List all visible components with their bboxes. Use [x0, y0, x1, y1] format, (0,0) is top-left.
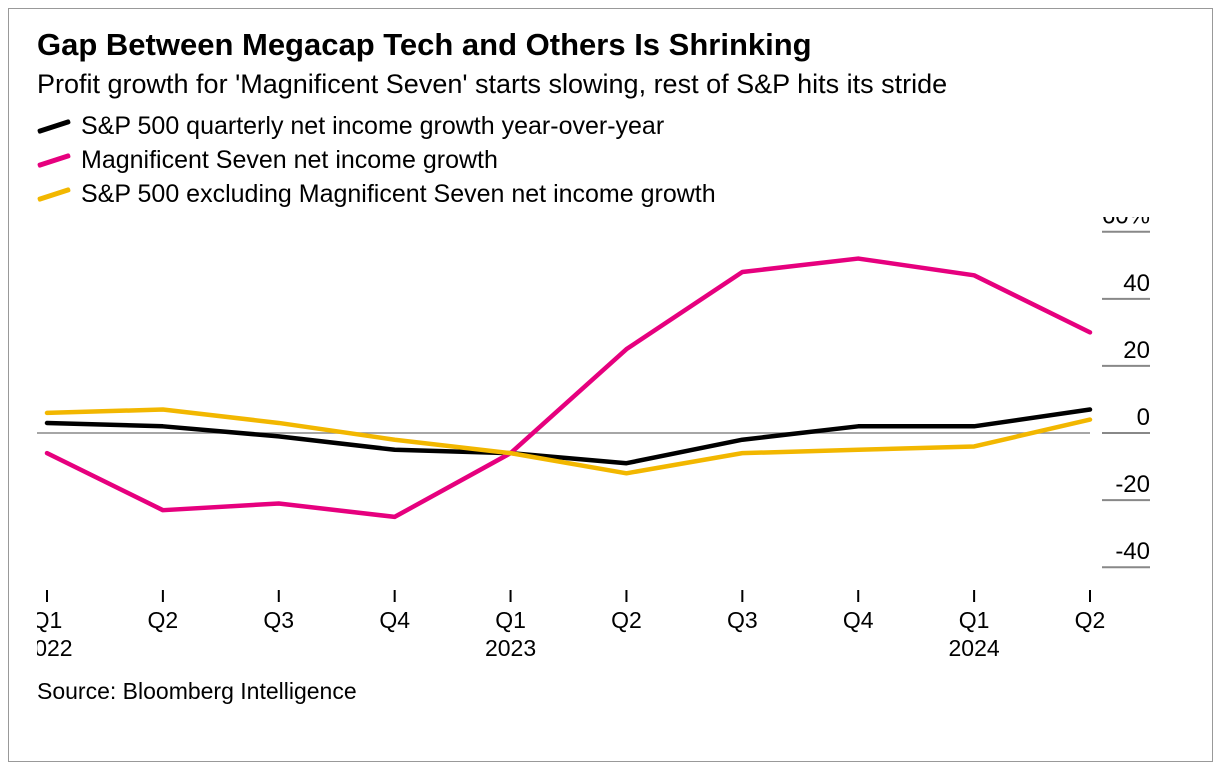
legend-label: S&P 500 quarterly net income growth year…	[81, 110, 664, 144]
y-tick-label: 40	[1123, 270, 1150, 297]
legend-label: S&P 500 excluding Magnificent Seven net …	[81, 178, 716, 212]
x-year-label: 2022	[37, 635, 73, 661]
x-tick-label: Q3	[263, 607, 294, 633]
x-tick-label: Q2	[148, 607, 179, 633]
x-tick-label: Q3	[727, 607, 758, 633]
x-tick-label: Q1	[959, 607, 990, 633]
legend-item-sp500: S&P 500 quarterly net income growth year…	[37, 110, 1188, 144]
x-tick-label: Q4	[379, 607, 410, 633]
legend: S&P 500 quarterly net income growth year…	[37, 110, 1188, 211]
legend-swatch	[37, 153, 71, 168]
y-tick-label: 20	[1123, 337, 1150, 364]
legend-item-sp500ex: S&P 500 excluding Magnificent Seven net …	[37, 178, 1188, 212]
legend-swatch	[37, 187, 71, 202]
chart-subtitle: Profit growth for 'Magnificent Seven' st…	[37, 69, 1188, 100]
plot-area: -40-200204060%Q12022Q2Q3Q4Q12023Q2Q3Q4Q1…	[37, 217, 1188, 662]
chart-svg: -40-200204060%Q12022Q2Q3Q4Q12023Q2Q3Q4Q1…	[37, 217, 1182, 662]
x-tick-label: Q2	[1075, 607, 1106, 633]
x-tick-label: Q1	[37, 607, 62, 633]
series-line-mag7	[47, 259, 1090, 517]
x-year-label: 2023	[485, 635, 536, 661]
y-tick-label: -20	[1115, 471, 1150, 498]
y-tick-label: -40	[1115, 538, 1150, 565]
legend-swatch	[37, 119, 71, 134]
x-year-label: 2024	[949, 635, 1000, 661]
x-tick-label: Q2	[611, 607, 642, 633]
x-tick-label: Q1	[495, 607, 526, 633]
chart-container: Gap Between Megacap Tech and Others Is S…	[8, 8, 1213, 762]
chart-title: Gap Between Megacap Tech and Others Is S…	[37, 27, 1188, 63]
series-line-sp500_ex_mag7	[47, 410, 1090, 474]
y-tick-label: 60%	[1102, 217, 1150, 230]
x-tick-label: Q4	[843, 607, 874, 633]
y-tick-label: 0	[1137, 404, 1150, 431]
legend-label: Magnificent Seven net income growth	[81, 144, 498, 178]
chart-source: Source: Bloomberg Intelligence	[37, 678, 1188, 705]
legend-item-mag7: Magnificent Seven net income growth	[37, 144, 1188, 178]
series-line-sp500	[47, 410, 1090, 464]
